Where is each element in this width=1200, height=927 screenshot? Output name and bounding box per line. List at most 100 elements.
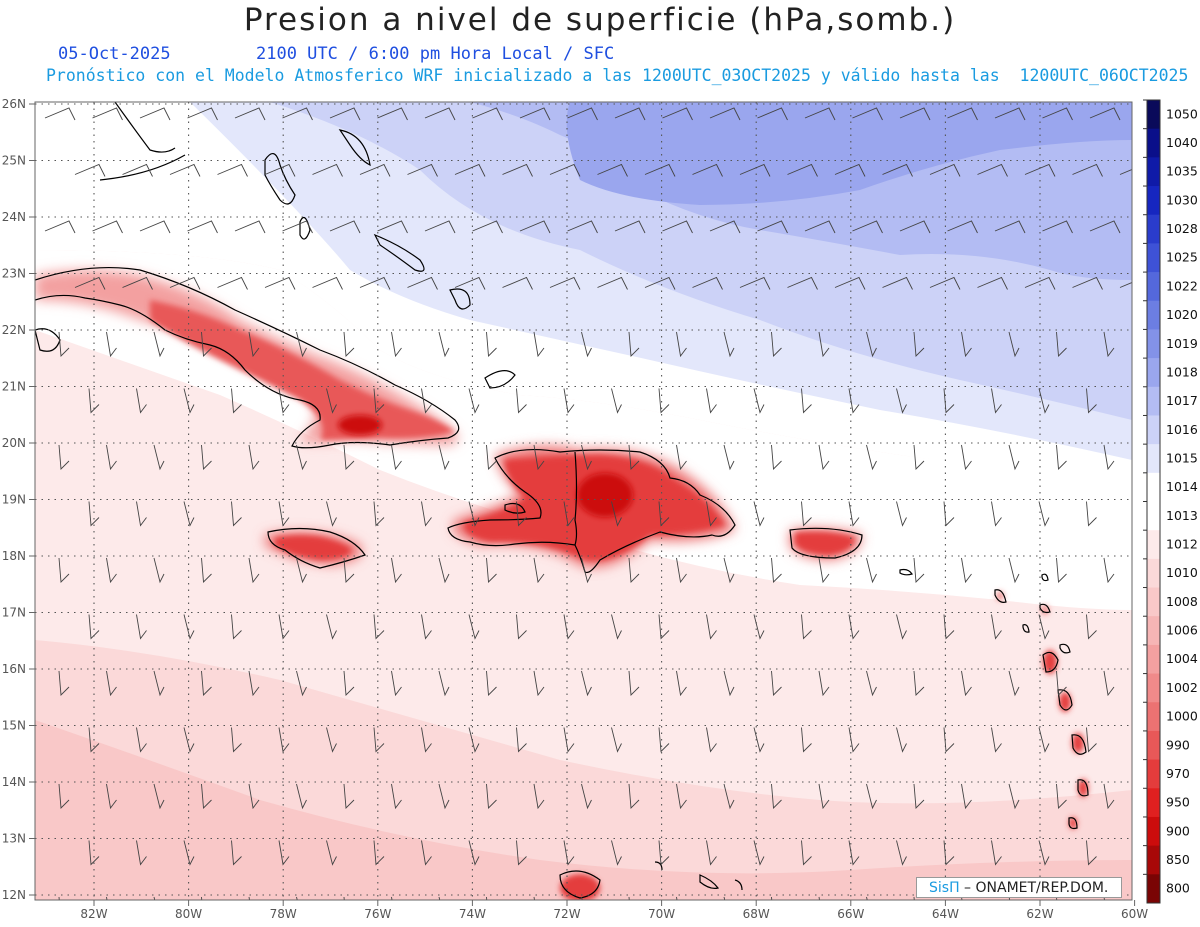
wind-barb [373, 501, 385, 527]
wind-barb [1103, 670, 1115, 697]
wind-barb [183, 727, 195, 753]
wind-barb [818, 557, 830, 584]
wind-barb [136, 727, 147, 753]
wind-barb [234, 220, 266, 234]
wind-barb [563, 727, 575, 753]
grid-lines [35, 102, 1132, 900]
wind-barb [723, 331, 735, 358]
wind-barb [739, 163, 771, 177]
wind-barb [1008, 444, 1020, 471]
lat-label: 24N [2, 210, 26, 224]
wind-barb [373, 388, 385, 414]
wind-barb [231, 388, 242, 414]
wind-barb [977, 276, 1008, 290]
wind-barb [343, 331, 355, 358]
lat-label: 20N [2, 436, 26, 450]
lat-label: 13N [2, 832, 26, 846]
wind-barb [801, 614, 812, 640]
wind-barb [961, 331, 972, 358]
lon-label: 82W [80, 907, 107, 921]
colorbar-swatch [1147, 272, 1160, 302]
wind-barb [153, 670, 165, 697]
wind-barb [771, 670, 782, 697]
colorbar-swatch [1147, 329, 1160, 359]
wind-barb [818, 670, 830, 697]
lat-label: 21N [2, 380, 26, 394]
wind-barb [1086, 501, 1097, 527]
colorbar-label: 1019 [1166, 336, 1198, 351]
wind-barb [563, 388, 575, 414]
wind-barb [852, 220, 883, 234]
wind-barb [486, 896, 488, 900]
wind-barb [278, 840, 290, 866]
wind-barb [611, 501, 622, 527]
wind-barb [991, 727, 1002, 753]
wind-barb [563, 840, 575, 866]
wind-barb [611, 614, 622, 640]
lat-label: 22N [2, 323, 26, 337]
wind-barb [549, 276, 581, 290]
wind-barb [438, 896, 441, 900]
wind-barb [676, 444, 687, 471]
wind-barb [866, 331, 877, 358]
wind-barb [567, 107, 598, 121]
wind-barb [421, 727, 432, 753]
colorbar-label: 1040 [1166, 135, 1198, 150]
wind-barb [183, 501, 195, 527]
wind-barb [391, 331, 402, 358]
wind-barb [818, 896, 820, 900]
colorbar-label: 1018 [1166, 364, 1198, 379]
wind-barb [1008, 896, 1011, 900]
wind-barb [296, 670, 307, 697]
wind-barb [771, 557, 782, 584]
wind-barb [533, 896, 535, 900]
wind-barb [818, 444, 830, 471]
wind-barb [326, 388, 337, 414]
wind-barb [183, 614, 195, 640]
wind-barb [658, 388, 670, 414]
wind-barb [1134, 615, 1144, 639]
wind-barb [943, 501, 955, 527]
wind-barb [88, 727, 100, 753]
colorbar: 1050 1040 1035 1030 1028 1025 1022 1020 1019 1018… [1143, 99, 1198, 904]
wind-barb [676, 783, 687, 810]
wind-barb [1038, 614, 1050, 640]
wind-barb [472, 220, 503, 234]
wind-barb [519, 107, 551, 121]
wind-barb [92, 220, 123, 234]
wind-barb [391, 896, 393, 900]
wind-barb [706, 388, 717, 414]
wind-barb [136, 840, 147, 866]
wind-barb [581, 557, 592, 584]
wind-barb [1103, 783, 1115, 810]
wind-barb [1119, 169, 1132, 175]
lat-label: 12N [2, 888, 26, 902]
wind-barb [136, 614, 147, 640]
wind-barb [787, 163, 818, 177]
colorbar-swatch [1147, 100, 1160, 130]
wind-barb [438, 331, 450, 358]
wind-barb [153, 444, 165, 471]
wind-barb [692, 276, 723, 290]
wind-barb [961, 783, 972, 810]
wind-barb [1056, 331, 1067, 358]
wind-barb [296, 896, 298, 900]
coastlines [35, 102, 1089, 899]
wind-barb [597, 163, 628, 177]
colorbar-swatch [1147, 730, 1160, 761]
wind-barb [848, 388, 860, 414]
wind-barb [312, 163, 343, 177]
wind-barb [977, 163, 1008, 177]
wind-barb [676, 331, 687, 358]
wind-barb [169, 163, 201, 177]
wind-barb [676, 896, 678, 900]
colorbar-swatch [1147, 444, 1160, 474]
wind-barb [248, 331, 260, 358]
lat-label: 15N [2, 719, 26, 733]
colorbar-label: 1015 [1166, 450, 1198, 465]
valid-time: 2100 UTC / 6:00 pm Hora Local / SFC [256, 44, 615, 64]
wind-barbs [44, 107, 1144, 900]
wind-barb [753, 501, 765, 527]
wind-barb [658, 840, 670, 866]
wind-barb [662, 220, 693, 234]
